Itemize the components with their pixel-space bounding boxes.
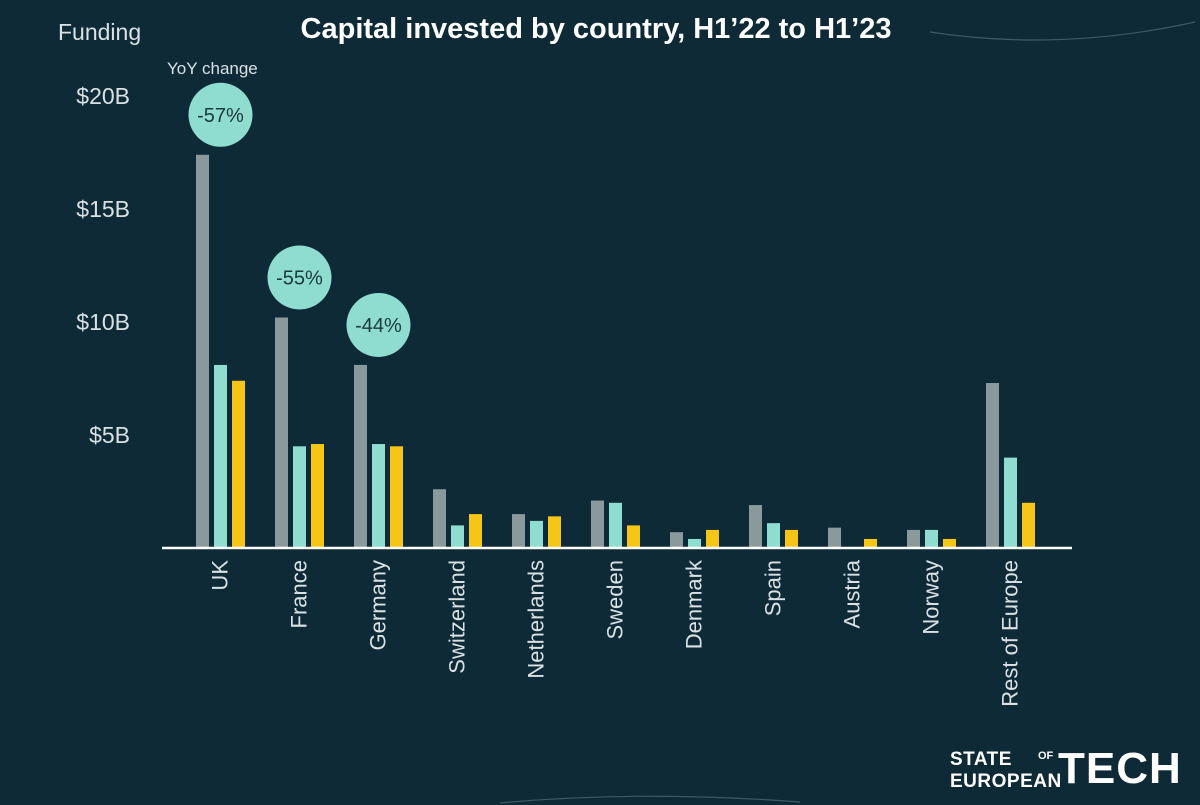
- y-tick-label: $10B: [76, 309, 130, 335]
- bar-france-2: [293, 446, 306, 548]
- bar-sweden-3: [627, 525, 640, 548]
- bar-sweden-1: [591, 500, 604, 548]
- x-axis-labels: UK France Germany Switzerland Netherlands Swe…: [208, 559, 1023, 707]
- yoy-change-bubbles: -57% -55% -44%: [188, 82, 411, 357]
- bar-denmark-2: [688, 538, 701, 548]
- y-tick-label: $15B: [76, 196, 130, 222]
- bar-sweden-2: [609, 502, 622, 548]
- yoy-bubble: [267, 245, 332, 310]
- x-tick-label: France: [287, 560, 312, 628]
- bar-switzerland-2: [451, 525, 464, 548]
- x-tick-label: Switzerland: [445, 560, 470, 674]
- x-tick-label: Denmark: [682, 559, 707, 649]
- bar-netherlands-3: [548, 516, 561, 548]
- bar-uk-2: [214, 364, 227, 548]
- bar-rest-of-europe-1: [986, 383, 999, 548]
- bar-france-3: [311, 444, 324, 548]
- bar-rest-of-europe-2: [1004, 457, 1017, 548]
- yoy-bubble-label: -55%: [276, 267, 323, 289]
- x-tick-label: Austria: [840, 559, 865, 628]
- yoy-bubble-label: -57%: [197, 105, 244, 127]
- bar-norway-1: [907, 529, 920, 548]
- bar-france-1: [275, 317, 288, 548]
- bar-uk-3: [232, 380, 245, 548]
- bar-netherlands-2: [530, 520, 543, 548]
- yoy-change-header: YoY change: [167, 59, 258, 78]
- x-tick-label: Germany: [366, 560, 391, 650]
- decorative-curve-top: [929, 21, 1196, 41]
- bar-spain-3: [785, 529, 798, 548]
- bar-denmark-1: [670, 532, 683, 548]
- bars-group: [196, 154, 1035, 548]
- bar-uk-1: [196, 154, 209, 548]
- y-axis-ticks: $5B $10B $15B $20B: [76, 83, 130, 448]
- logo-word-of: OF: [1038, 750, 1054, 762]
- bar-switzerland-1: [433, 489, 446, 548]
- logo-word-european: EUROPEAN: [950, 771, 1062, 792]
- x-tick-label: Netherlands: [524, 560, 549, 679]
- x-tick-label: UK: [208, 560, 233, 591]
- bar-germany-2: [372, 444, 385, 548]
- yoy-bubble-label: -44%: [355, 315, 402, 337]
- y-tick-label: $5B: [89, 422, 130, 448]
- bar-netherlands-1: [512, 514, 525, 548]
- x-tick-label: Sweden: [603, 560, 628, 640]
- logo-word-tech: TECH: [1058, 744, 1182, 793]
- yoy-bubble: [188, 82, 253, 147]
- bar-spain-2: [767, 523, 780, 548]
- x-tick-label: Norway: [919, 560, 944, 635]
- bar-denmark-3: [706, 529, 719, 548]
- bar-austria-3: [864, 538, 877, 548]
- bar-switzerland-3: [469, 514, 482, 548]
- state-of-european-tech-logo: STATE OF EUROPEAN TECH: [950, 746, 1181, 798]
- bar-norway-2: [925, 529, 938, 548]
- bar-rest-of-europe-3: [1022, 502, 1035, 548]
- chart-title: Capital invested by country, H1’22 to H1…: [301, 13, 892, 45]
- bar-spain-1: [749, 505, 762, 548]
- x-tick-label: Rest of Europe: [998, 560, 1023, 707]
- x-tick-label: Spain: [761, 560, 786, 616]
- decorative-curve-bottom: [499, 795, 801, 804]
- yoy-bubble: [346, 292, 411, 357]
- bar-norway-3: [943, 538, 956, 548]
- y-tick-label: $20B: [76, 83, 130, 109]
- logo-word-state: STATE: [950, 749, 1012, 770]
- bar-germany-3: [390, 446, 403, 548]
- bar-austria-1: [828, 527, 841, 548]
- y-axis-label: Funding: [58, 19, 141, 45]
- bar-germany-1: [354, 364, 367, 548]
